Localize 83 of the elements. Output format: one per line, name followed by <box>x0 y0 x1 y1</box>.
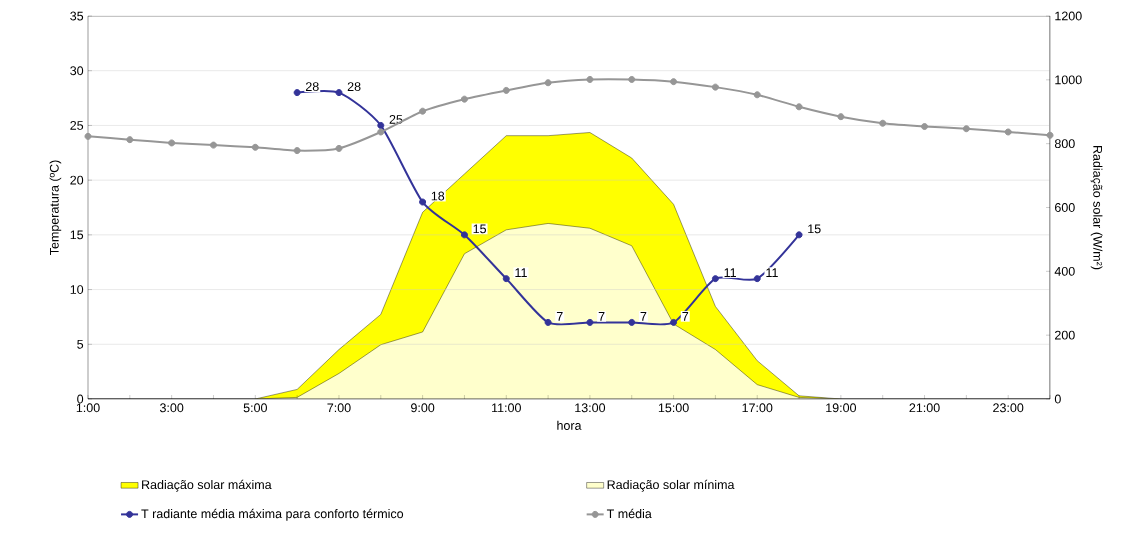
y-tick-label: 5 <box>77 339 84 349</box>
point <box>628 75 636 83</box>
y-tick-label: 25 <box>70 120 84 130</box>
x-tick-label: 1:00 <box>76 403 100 413</box>
point <box>502 275 510 283</box>
data-label: 15 <box>808 224 821 234</box>
data-label: 11 <box>724 268 736 277</box>
point <box>962 125 970 133</box>
y-tick-label: 35 <box>70 11 84 21</box>
x-tick-label: 5:00 <box>243 403 267 413</box>
x-axis-title: hora <box>557 420 582 430</box>
point <box>670 78 678 86</box>
y2-tick-label: 0 <box>1054 394 1061 404</box>
point <box>335 89 343 97</box>
point <box>753 275 761 283</box>
data-label: 15 <box>473 224 487 234</box>
point <box>586 318 594 326</box>
point <box>126 136 134 144</box>
point <box>837 113 845 121</box>
point <box>1046 131 1054 139</box>
point <box>251 143 259 151</box>
legend-label: T radiante média máxima para conforto térmico <box>141 508 404 521</box>
point <box>544 318 552 326</box>
y-tick-label: 30 <box>70 66 84 76</box>
point <box>377 128 385 136</box>
point <box>209 141 217 149</box>
y-axis-title: Temperatura (ºC) <box>49 160 62 255</box>
data-label: 11 <box>766 268 778 277</box>
point <box>711 275 719 283</box>
legend-label: T média <box>606 508 652 519</box>
point <box>586 75 594 83</box>
point <box>544 79 552 87</box>
y2-tick-label: 400 <box>1054 266 1075 276</box>
point <box>795 231 803 239</box>
y-tick-label: 10 <box>70 285 84 294</box>
x-tick-label: 3:00 <box>159 403 184 413</box>
x-tick-label: 17:00 <box>742 403 773 413</box>
x-tick-label: 15:00 <box>658 403 689 413</box>
point <box>502 86 510 94</box>
point <box>377 121 385 129</box>
point <box>879 119 887 127</box>
point <box>628 318 636 326</box>
legend-label: Radiação solar máxima <box>142 479 272 492</box>
point <box>753 91 761 99</box>
data-label: 7 <box>598 312 605 321</box>
y2-tick-label: 1200 <box>1055 11 1082 21</box>
data-label: 7 <box>682 312 689 321</box>
y2-tick-label: 600 <box>1055 203 1075 212</box>
x-tick-label: 9:00 <box>411 403 435 413</box>
x-tick-label: 23:00 <box>993 403 1024 413</box>
x-tick-label: 19:00 <box>826 403 857 413</box>
data-label: 7 <box>556 312 563 321</box>
point <box>921 123 929 131</box>
y2-tick-label: 800 <box>1054 139 1075 149</box>
point <box>419 107 427 115</box>
y2-axis-title: Radiação solar (W/m²) <box>1090 146 1103 270</box>
y2-tick-label: 1000 <box>1055 75 1082 85</box>
x-tick-label: 13:00 <box>575 403 606 413</box>
y2-tick-label: 200 <box>1055 330 1075 340</box>
point <box>460 231 468 239</box>
x-tick-label: 7:00 <box>327 403 351 413</box>
point <box>795 103 803 111</box>
point <box>168 139 176 147</box>
point <box>670 318 678 326</box>
data-label: 28 <box>347 82 361 92</box>
legend-label: Radiação solar mínima <box>607 479 735 492</box>
point <box>84 132 92 140</box>
x-tick-label: 21:00 <box>909 403 940 413</box>
point <box>711 83 719 91</box>
y-tick-label: 20 <box>70 175 84 185</box>
x-tick-label: 11:00 <box>492 403 521 413</box>
y-tick-label: 15 <box>70 230 84 240</box>
data-label: 18 <box>431 191 445 201</box>
point <box>335 144 343 152</box>
point <box>293 147 301 155</box>
data-label: 11 <box>515 268 527 277</box>
y-tick-label: 0 <box>77 394 84 404</box>
point <box>293 89 301 97</box>
point <box>1004 128 1012 136</box>
point <box>419 198 427 206</box>
data-label: 7 <box>640 312 647 321</box>
data-label: 28 <box>305 82 319 92</box>
point <box>460 95 468 103</box>
